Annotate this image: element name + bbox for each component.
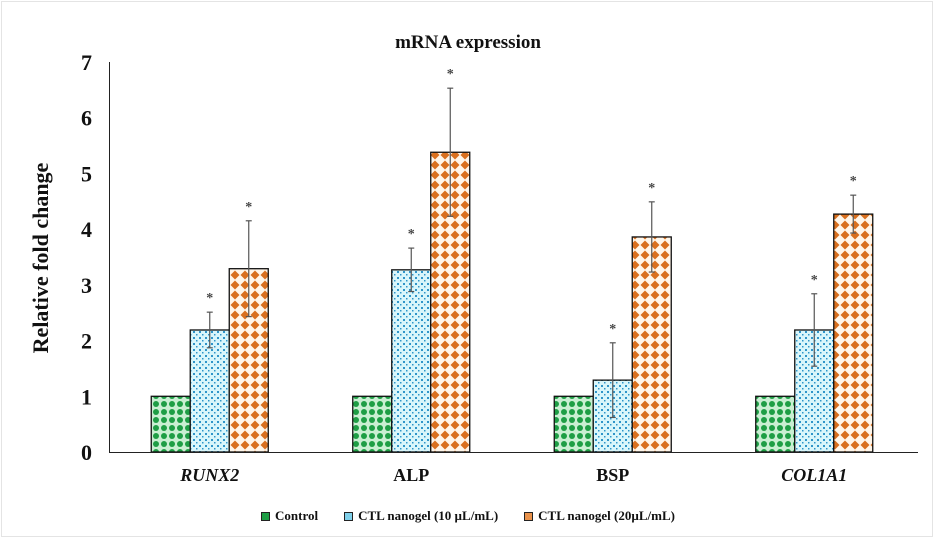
legend-item-control: Control — [261, 508, 318, 524]
y-tick-label: 7 — [81, 50, 92, 75]
bar-col1a1-series-2 — [833, 213, 874, 453]
legend-label: CTL nanogel (20µL/mL) — [538, 508, 675, 523]
y-tick-label: 2 — [81, 329, 92, 354]
legend-item-10: CTL nanogel (10 µL/mL) — [344, 508, 498, 524]
x-tick-label: RUNX2 — [179, 465, 239, 485]
y-tick-label: 5 — [81, 161, 92, 186]
bar-bsp-series-0 — [553, 395, 594, 453]
y-tick-label: 6 — [81, 106, 92, 131]
legend-swatch-control — [261, 511, 271, 521]
significance-marker: * — [245, 200, 252, 215]
significance-marker: * — [447, 67, 454, 82]
significance-marker: * — [648, 181, 655, 196]
x-tick-label: ALP — [393, 465, 429, 485]
bar-runx2-series-0 — [150, 395, 191, 453]
significance-marker: * — [850, 174, 857, 189]
significance-marker: * — [408, 227, 415, 242]
legend: Control CTL nanogel (10 µL/mL) CTL nanog… — [0, 508, 936, 524]
x-tick-label: COL1A1 — [781, 465, 847, 485]
bar-alp-series-1 — [391, 269, 432, 453]
significance-marker: * — [811, 273, 818, 288]
legend-swatch-10 — [344, 511, 354, 521]
legend-item-20: CTL nanogel (20µL/mL) — [524, 508, 675, 524]
bar-alp-series-0 — [352, 395, 393, 453]
y-tick-label: 4 — [81, 217, 92, 242]
bar-col1a1-series-0 — [755, 395, 796, 453]
significance-marker: * — [206, 291, 213, 306]
legend-label: Control — [275, 508, 319, 523]
legend-label: CTL nanogel (10 µL/mL) — [358, 508, 499, 523]
x-tick-label: BSP — [596, 465, 629, 485]
significance-marker: * — [609, 322, 616, 337]
legend-swatch-20 — [524, 511, 534, 521]
y-axis-label: Relative fold change — [28, 162, 53, 353]
y-tick-label: 3 — [81, 273, 92, 298]
y-tick-label: 1 — [81, 384, 92, 409]
chart-title: mRNA expression — [395, 32, 541, 53]
y-tick-label: 0 — [81, 440, 92, 465]
